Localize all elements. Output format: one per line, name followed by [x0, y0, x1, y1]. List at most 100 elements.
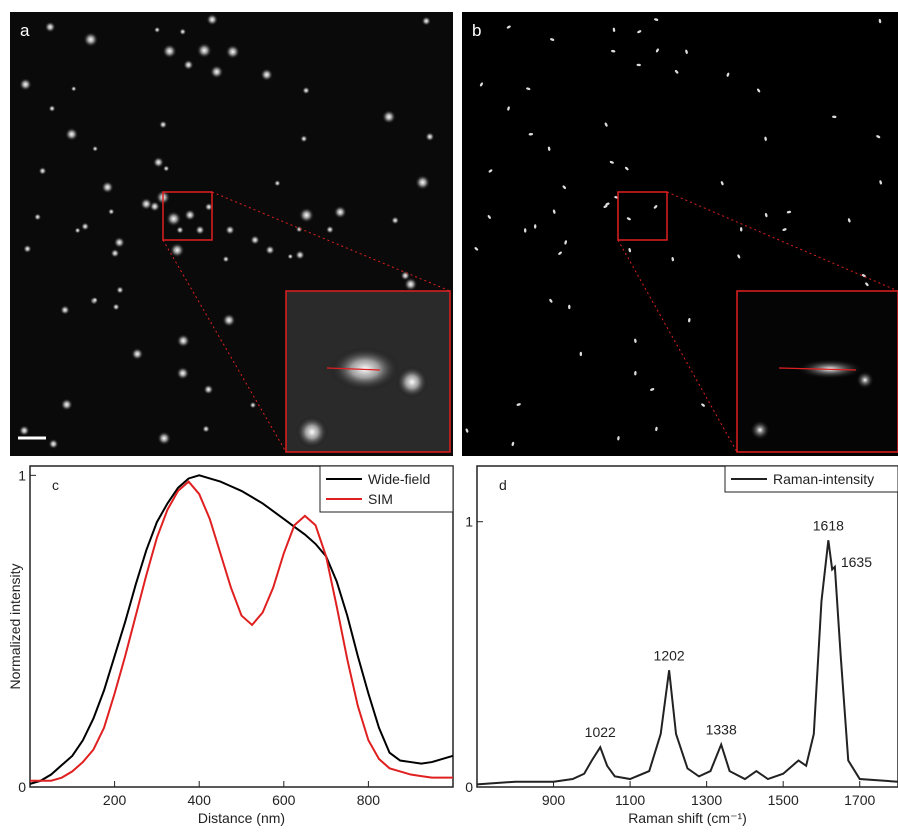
spot	[195, 225, 205, 235]
spot	[162, 44, 177, 59]
spot	[154, 27, 161, 34]
data-line	[477, 540, 898, 784]
spot	[326, 225, 334, 233]
spot	[38, 167, 46, 175]
spot	[196, 43, 212, 59]
spot	[19, 78, 32, 91]
spot	[48, 439, 59, 450]
spot	[159, 120, 167, 128]
spot	[176, 226, 184, 234]
spot	[81, 222, 90, 231]
peak-label: 1022	[585, 724, 616, 740]
plot-frame	[477, 466, 898, 787]
spot	[19, 425, 30, 436]
peak-label: 1202	[654, 647, 685, 663]
spot	[114, 237, 126, 249]
spot	[203, 384, 213, 394]
spot	[60, 398, 73, 411]
spot	[300, 135, 308, 143]
spot	[274, 180, 281, 187]
spot	[179, 28, 186, 35]
x-tick-label: 400	[188, 792, 212, 808]
peak-label: 1635	[841, 554, 872, 570]
spot	[382, 110, 396, 124]
panel-label: b	[472, 21, 481, 40]
spot	[334, 205, 347, 218]
spot	[222, 313, 236, 327]
spot	[249, 402, 256, 409]
x-tick-label: 800	[357, 792, 381, 808]
y-tick-label: 0	[18, 779, 26, 795]
spot	[404, 277, 418, 291]
spot	[421, 16, 431, 26]
panel-label: d	[499, 477, 507, 493]
spot	[260, 68, 273, 81]
spot	[295, 250, 305, 260]
spot	[60, 305, 70, 315]
spot	[92, 146, 98, 152]
spot	[580, 352, 582, 356]
spot	[71, 86, 77, 92]
x-tick-label: 1100	[615, 792, 645, 808]
x-tick-label: 1300	[691, 792, 722, 808]
spot	[166, 211, 182, 227]
spot	[131, 348, 144, 361]
plot-frame	[30, 466, 453, 787]
panel-label: a	[20, 21, 30, 40]
spot	[287, 253, 293, 259]
legend-label: Raman-intensity	[773, 471, 874, 487]
y-tick-label: 1	[18, 467, 26, 483]
spot	[170, 243, 185, 258]
spot	[83, 32, 98, 47]
x-tick-label: 200	[103, 792, 127, 808]
spot	[302, 86, 310, 94]
x-tick-label: 600	[272, 792, 296, 808]
spot	[34, 213, 42, 221]
spot	[225, 44, 240, 59]
y-tick-label: 0	[465, 779, 473, 795]
x-axis-label: Raman shift (cm⁻¹)	[628, 810, 747, 826]
spot	[183, 60, 194, 71]
panel-label: c	[52, 477, 59, 493]
spot	[112, 303, 120, 311]
data-line	[30, 475, 453, 784]
spot	[140, 198, 153, 211]
spot	[210, 65, 224, 79]
spot	[48, 105, 55, 112]
spot	[163, 165, 170, 172]
peak-label: 1338	[706, 722, 737, 738]
spot	[74, 227, 81, 234]
spot	[92, 297, 98, 303]
spot	[108, 208, 115, 215]
spot	[176, 367, 189, 380]
spot	[299, 207, 315, 223]
spot	[101, 181, 114, 194]
spot	[425, 132, 435, 142]
x-axis-label: Distance (nm)	[198, 810, 285, 826]
spot	[116, 286, 124, 294]
spot	[23, 244, 32, 253]
y-tick-label: 1	[465, 514, 473, 530]
spot	[222, 256, 229, 263]
legend-label: Wide-field	[368, 471, 430, 487]
x-tick-label: 1500	[768, 792, 799, 808]
spot	[391, 216, 399, 224]
spot	[153, 157, 165, 169]
legend-label: SIM	[368, 491, 393, 507]
x-tick-label: 900	[542, 792, 566, 808]
spot	[225, 225, 235, 235]
spot	[184, 209, 196, 221]
spot	[157, 431, 171, 445]
spot	[202, 425, 210, 433]
spot	[265, 245, 275, 255]
spot	[206, 13, 218, 25]
spot	[44, 21, 55, 32]
spot	[250, 235, 260, 245]
y-axis-label: Normalized intensity	[7, 563, 23, 689]
figure: a b c 200 400 600 800 0 1 Distance (nm) Normaliz…	[0, 0, 898, 832]
spot	[176, 334, 190, 348]
data-line	[30, 482, 453, 781]
peak-label: 1618	[813, 517, 844, 533]
x-tick-label: 1700	[844, 792, 875, 808]
spot	[65, 127, 79, 141]
